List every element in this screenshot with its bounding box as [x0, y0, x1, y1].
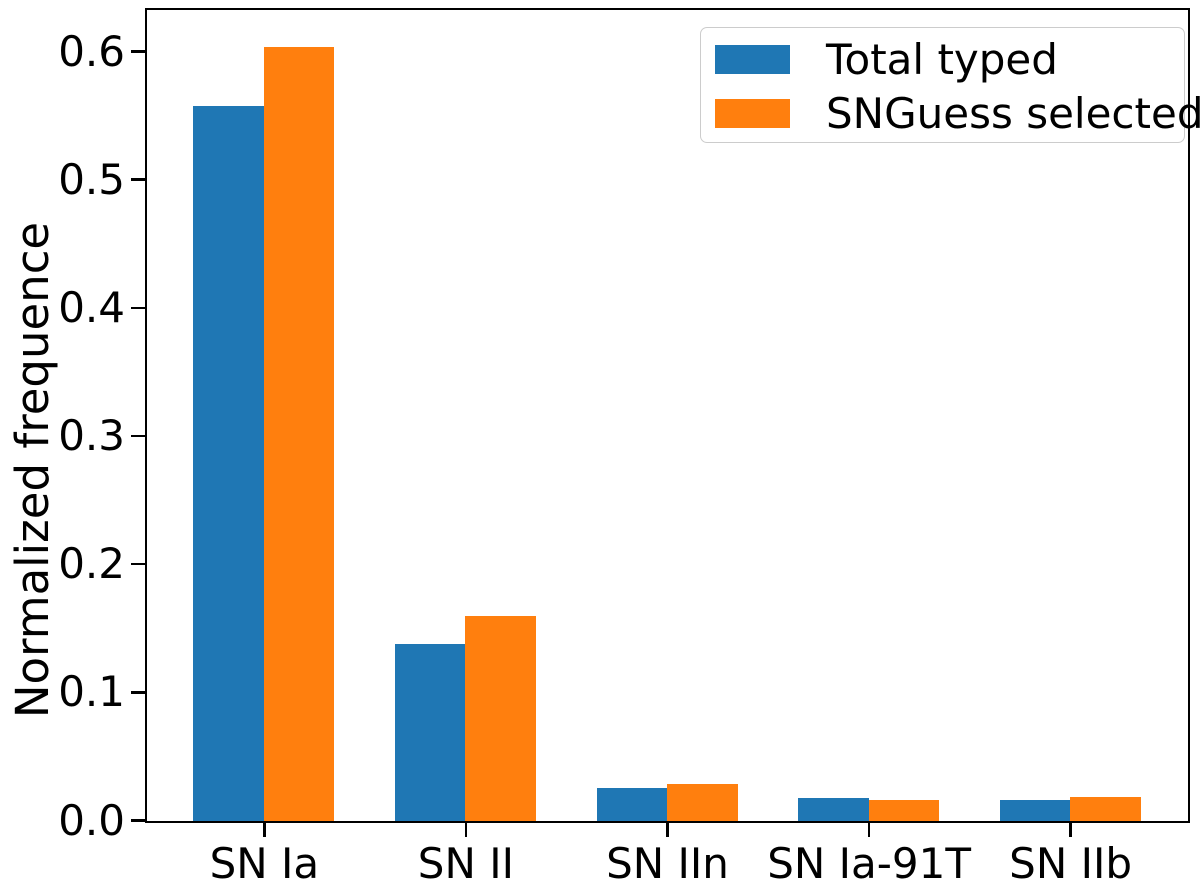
bar-snguess-selected-sn-iin — [667, 783, 738, 821]
y-tick-mark — [131, 50, 145, 53]
y-tick-label: 0.2 — [58, 539, 125, 589]
legend-label-snguess-selected: SNGuess selected — [826, 88, 1200, 138]
y-tick-mark — [131, 562, 145, 566]
legend-label-total-typed: Total typed — [826, 34, 1058, 84]
legend: Total typed SNGuess selected — [700, 27, 1200, 143]
y-tick-mark — [131, 306, 145, 310]
y-tick-mark — [131, 691, 145, 694]
x-tick-label-sn-ia-91t: SN Ia-91T — [767, 839, 971, 887]
legend-item-snguess-selected: SNGuess selected — [715, 86, 1200, 140]
plot-area: Total typed SNGuess selected — [145, 8, 1200, 823]
y-tick-label: 0.1 — [58, 667, 125, 717]
x-tick-label-sn-ia: SN Ia — [209, 839, 320, 887]
legend-item-total-typed: Total typed — [715, 32, 1184, 86]
x-tick-mark — [1069, 823, 1072, 837]
y-tick-label: 0.4 — [58, 282, 125, 332]
y-tick-mark — [131, 819, 145, 822]
y-tick-label: 0.0 — [58, 795, 125, 845]
x-tick-mark — [263, 823, 266, 837]
bar-total-typed-sn-iin — [596, 787, 667, 821]
x-tick-label-sn-iin: SN IIn — [606, 839, 729, 887]
x-tick-mark — [464, 823, 468, 837]
x-tick-mark — [666, 823, 669, 837]
bars-layer — [147, 10, 1188, 821]
legend-swatch-total-typed — [715, 44, 790, 74]
bar-snguess-selected-sn-ii — [465, 615, 536, 821]
y-tick-mark — [131, 178, 145, 181]
bar-total-typed-sn-iib — [999, 799, 1071, 821]
y-tick-label: 0.6 — [58, 26, 125, 76]
bar-snguess-selected-sn-iib — [1070, 796, 1141, 821]
bar-snguess-selected-sn-ia — [263, 46, 335, 821]
y-tick-label: 0.5 — [58, 154, 125, 204]
bar-total-typed-sn-ia-91t — [798, 797, 869, 821]
bar-snguess-selected-sn-ia-91t — [868, 799, 940, 821]
x-tick-label-sn-ii: SN II — [417, 839, 514, 887]
y-tick-mark — [131, 434, 145, 438]
x-tick-label-sn-iib: SN IIb — [1009, 839, 1133, 887]
x-tick-mark — [867, 823, 871, 837]
y-tick-label: 0.3 — [58, 411, 125, 460]
bar-total-typed-sn-ii — [394, 644, 466, 821]
legend-swatch-snguess-selected — [715, 98, 790, 128]
bar-total-typed-sn-ia — [193, 105, 264, 821]
